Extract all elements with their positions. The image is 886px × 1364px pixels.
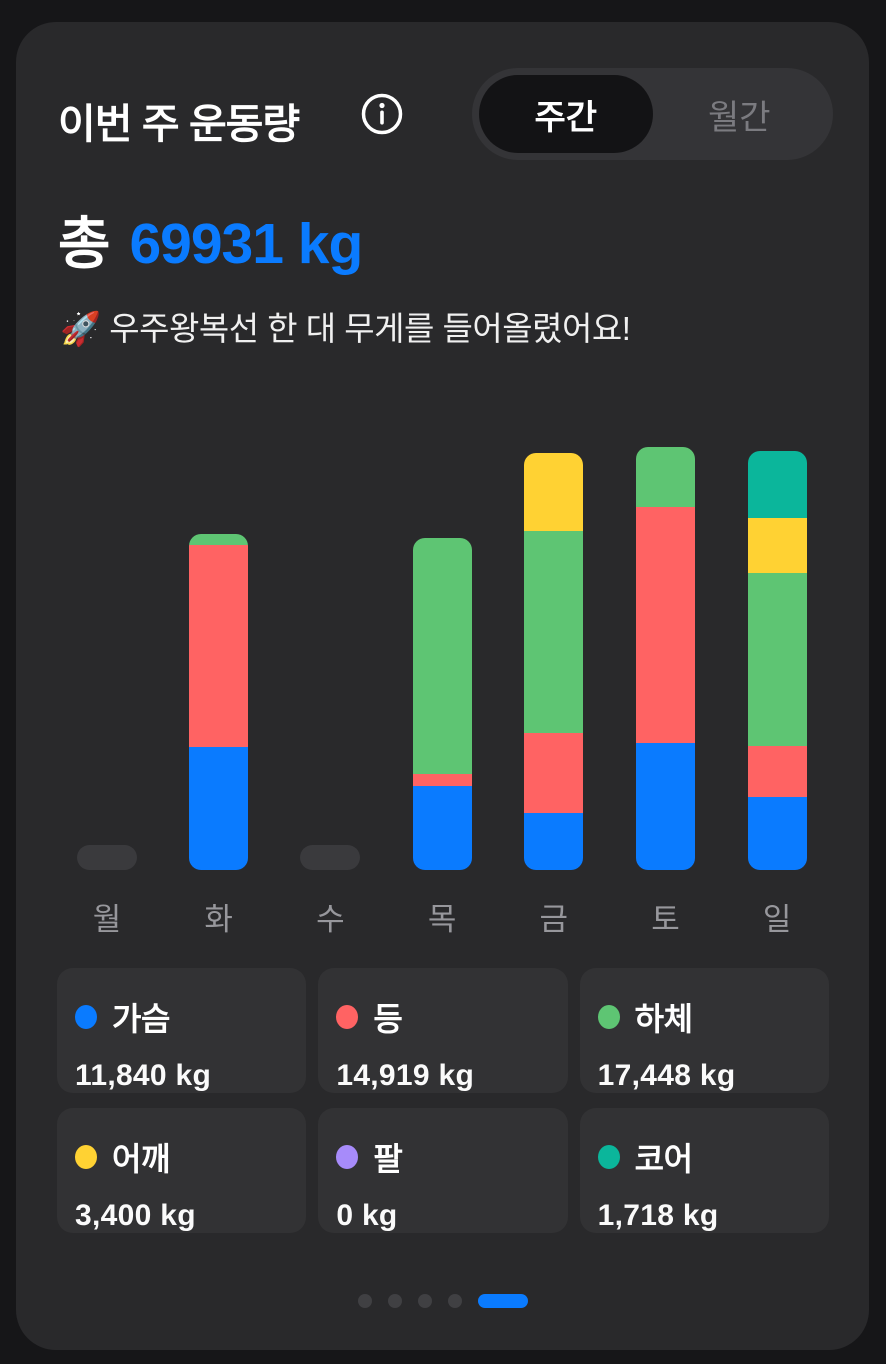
day-label-금: 금 [539, 902, 569, 937]
page-dot-active[interactable] [477, 1294, 528, 1308]
chart-bar-화[interactable] [189, 534, 249, 870]
legend-name: 어깨 [112, 1141, 170, 1177]
total-volume: 총 69931 kg [58, 198, 363, 280]
chart-bar-토[interactable] [636, 447, 695, 870]
legend-value: 1,718 kg [597, 1199, 719, 1232]
bar-segment-하체 [636, 447, 695, 507]
page-indicator [16, 1294, 869, 1308]
bar-segment-가슴 [747, 797, 807, 870]
bar-segment-등 [412, 774, 472, 787]
bar-segment-가슴 [524, 812, 584, 870]
legend-card-등: 등 14,919 kg [318, 968, 568, 1093]
empty-day-pill [300, 845, 361, 870]
legend-value: 3,400 kg [75, 1199, 196, 1232]
legend-color-dot [75, 1145, 97, 1169]
empty-day-pill [77, 845, 137, 870]
bar-segment-어깨 [747, 518, 807, 573]
legend-color-dot [597, 1145, 620, 1169]
total-value: 69931 kg [129, 212, 363, 276]
page-dot[interactable] [357, 1294, 372, 1308]
tab-weekly[interactable]: 주간 [479, 75, 653, 153]
stacked-bar-chart [16, 442, 869, 870]
legend-value: 17,448 kg [597, 1059, 736, 1092]
page-title: 이번 주 운동량 [58, 101, 300, 147]
day-label-일: 일 [762, 902, 792, 937]
legend-color-dot [336, 1145, 359, 1169]
bar-segment-가슴 [189, 747, 249, 870]
bar-segment-가슴 [412, 786, 472, 870]
bar-segment-가슴 [636, 743, 695, 870]
legend-color-dot [336, 1005, 359, 1029]
bar-segment-하체 [524, 531, 584, 733]
period-toggle: 주간 월간 [472, 68, 833, 160]
day-label-화: 화 [204, 902, 233, 937]
bar-segment-등 [524, 732, 584, 813]
legend-name: 하체 [634, 1001, 693, 1037]
chart-bar-목[interactable] [412, 538, 472, 870]
legend-name: 팔 [373, 1141, 403, 1177]
legend-value: 11,840 kg [75, 1059, 212, 1092]
legend-name: 가슴 [112, 1001, 170, 1037]
day-label-월: 월 [92, 902, 122, 937]
info-icon [360, 93, 404, 140]
bar-segment-등 [636, 506, 695, 744]
legend-name: 코어 [634, 1141, 693, 1177]
chart-bar-일[interactable] [747, 451, 807, 870]
legend-card-팔: 팔 0 kg [318, 1108, 568, 1233]
chart-bar-금[interactable] [524, 453, 584, 870]
legend-color-dot [597, 1005, 620, 1029]
bar-segment-등 [747, 745, 807, 798]
page-dot[interactable] [387, 1294, 402, 1308]
bar-segment-등 [189, 544, 249, 748]
achievement-message: 🚀 우주왕복선 한 대 무게를 들어올렸어요! [60, 310, 631, 347]
legend-value: 0 kg [336, 1199, 398, 1232]
bar-segment-코어 [747, 451, 807, 519]
legend-card-가슴: 가슴 11,840 kg [57, 968, 307, 1093]
bar-segment-어깨 [524, 453, 584, 532]
legend-name: 등 [373, 1001, 403, 1037]
bar-segment-하체 [189, 534, 249, 545]
legend-value: 14,919 kg [336, 1059, 475, 1092]
total-prefix: 총 [58, 212, 110, 276]
day-label-수: 수 [316, 902, 345, 937]
legend-card-코어: 코어 1,718 kg [579, 1108, 829, 1233]
bar-segment-하체 [412, 538, 472, 775]
weekly-workout-card: 이번 주 운동량 주간 월간 총 69931 kg 🚀 우주왕복선 한 대 무게… [16, 22, 869, 1350]
bar-segment-하체 [747, 572, 807, 746]
info-button[interactable] [360, 92, 404, 136]
legend-color-dot [75, 1005, 97, 1029]
page-dot[interactable] [417, 1294, 432, 1308]
legend-grid: 가슴 11,840 kg 등 14,919 kg 하체 17,448 kg 어깨 3,400 … [57, 968, 829, 1233]
day-label-토: 토 [651, 902, 680, 937]
legend-card-어깨: 어깨 3,400 kg [57, 1108, 307, 1233]
tab-monthly[interactable]: 월간 [707, 98, 771, 137]
legend-card-하체: 하체 17,448 kg [579, 968, 829, 1093]
page-dot[interactable] [447, 1294, 462, 1308]
day-label-목: 목 [427, 902, 457, 937]
